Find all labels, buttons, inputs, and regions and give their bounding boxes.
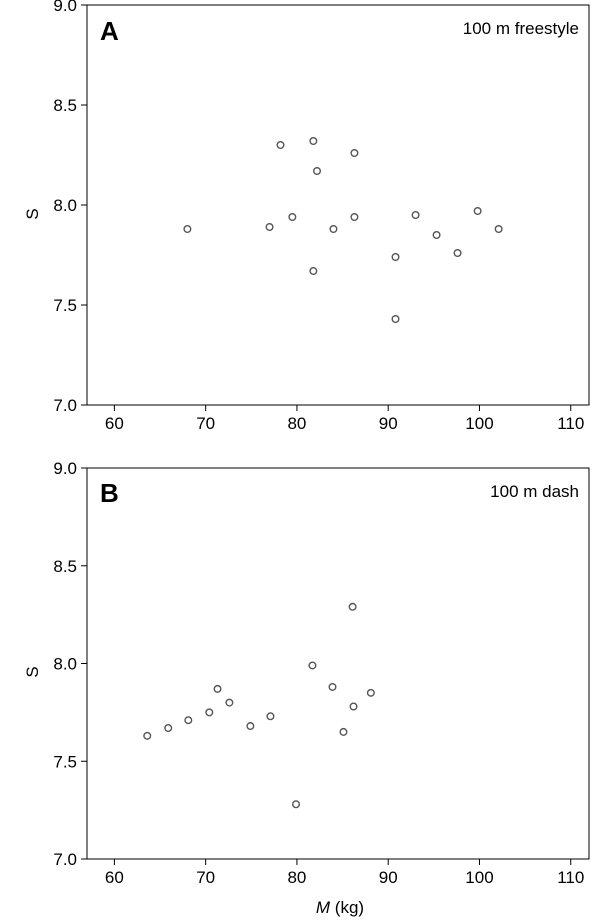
data-point bbox=[308, 661, 317, 670]
data-point bbox=[246, 722, 255, 731]
data-point bbox=[473, 206, 482, 215]
data-point bbox=[213, 684, 222, 693]
y-axis-label-b: S bbox=[23, 666, 42, 677]
data-point bbox=[366, 688, 375, 697]
data-point bbox=[328, 682, 337, 691]
y-tick-label: 8.5 bbox=[53, 557, 77, 576]
data-point bbox=[494, 224, 503, 233]
data-point bbox=[164, 724, 173, 733]
x-tick-label: 110 bbox=[557, 414, 584, 433]
ticks-b: 60 70 80 90 100 110 7.0 7.5 8.0 8.5 9.0 bbox=[53, 459, 584, 887]
x-tick-label: 60 bbox=[105, 414, 124, 433]
ticks-a: 60 70 80 90 100 110 7.0 7.5 8.0 8.5 9.0 bbox=[53, 0, 584, 433]
panel-title-b: 100 m dash bbox=[490, 482, 579, 501]
y-tick-label: 9.0 bbox=[53, 0, 77, 15]
data-point bbox=[292, 800, 301, 809]
x-tick-label: 90 bbox=[379, 414, 398, 433]
data-point bbox=[183, 224, 192, 233]
data-point bbox=[143, 731, 152, 740]
data-point bbox=[349, 702, 358, 711]
x-tick-label: 100 bbox=[465, 868, 493, 887]
data-point bbox=[276, 140, 285, 149]
data-point bbox=[453, 248, 462, 257]
y-tick-label: 8.0 bbox=[53, 196, 77, 215]
x-tick-label: 60 bbox=[105, 868, 124, 887]
x-tick-label: 100 bbox=[465, 414, 493, 433]
y-axis-label-a: S bbox=[23, 208, 42, 219]
data-point bbox=[265, 222, 274, 231]
points-a bbox=[183, 136, 503, 324]
points-b bbox=[143, 602, 375, 809]
panel-title-a: 100 m freestyle bbox=[463, 19, 579, 38]
data-point bbox=[432, 230, 441, 239]
x-tick-label: 70 bbox=[196, 868, 215, 887]
data-point bbox=[309, 136, 318, 145]
data-point bbox=[313, 166, 322, 175]
x-tick-label: 110 bbox=[557, 868, 584, 887]
x-axis-label-var: M bbox=[316, 898, 331, 917]
panel-letter-a: A bbox=[100, 16, 119, 46]
data-point bbox=[339, 727, 348, 736]
data-point bbox=[225, 698, 234, 707]
y-tick-label: 8.0 bbox=[53, 655, 77, 674]
x-tick-label: 80 bbox=[287, 414, 306, 433]
x-axis-label-b: M (kg) bbox=[316, 898, 364, 917]
y-tick-label: 8.5 bbox=[53, 96, 77, 115]
panel-a: A 100 m freestyle S 60 70 80 90 100 110 7.0 7.5… bbox=[23, 0, 590, 433]
data-point bbox=[391, 252, 400, 261]
data-point bbox=[411, 210, 420, 219]
y-tick-label: 7.5 bbox=[53, 752, 77, 771]
panel-letter-b: B bbox=[100, 478, 119, 508]
data-point bbox=[288, 212, 297, 221]
data-point bbox=[391, 315, 400, 324]
data-point bbox=[348, 602, 357, 611]
x-tick-label: 90 bbox=[379, 868, 398, 887]
data-point bbox=[266, 712, 275, 721]
data-point bbox=[350, 148, 359, 157]
plot-frame-a bbox=[86, 4, 590, 406]
data-point bbox=[205, 708, 214, 717]
panel-b: B 100 m dash S 60 70 80 90 100 110 7.0 7.5 8.0 8.… bbox=[23, 459, 590, 917]
data-point bbox=[350, 212, 359, 221]
x-tick-label: 70 bbox=[196, 414, 215, 433]
x-axis-label-unit: (kg) bbox=[330, 898, 364, 917]
y-tick-label: 7.0 bbox=[53, 850, 77, 869]
plot-frame-b bbox=[86, 467, 590, 860]
data-point bbox=[184, 716, 193, 725]
x-tick-label: 80 bbox=[287, 868, 306, 887]
y-tick-label: 7.0 bbox=[53, 396, 77, 415]
y-tick-label: 9.0 bbox=[53, 459, 77, 478]
y-tick-label: 7.5 bbox=[53, 296, 77, 315]
data-point bbox=[309, 267, 318, 276]
data-point bbox=[329, 224, 338, 233]
